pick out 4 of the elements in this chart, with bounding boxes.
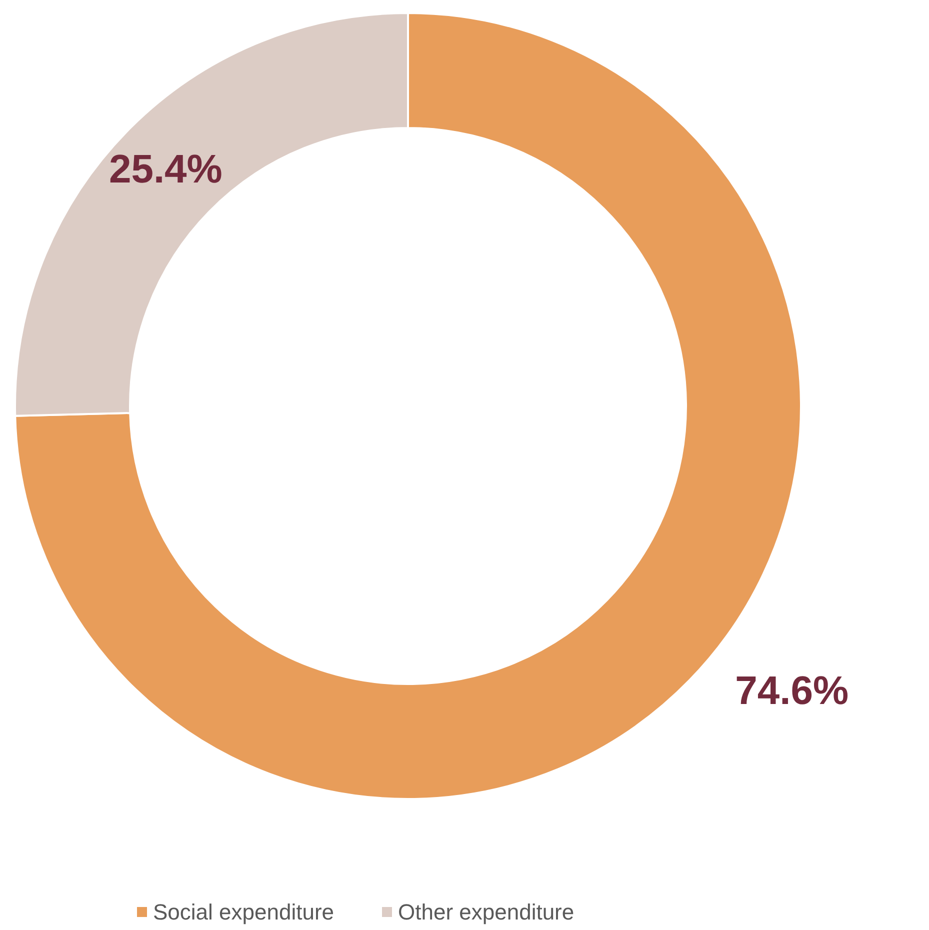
- data-label: 74.6%: [735, 668, 849, 713]
- data-label: 25.4%: [108, 148, 222, 192]
- legend-label: Other expenditure: [398, 900, 574, 924]
- legend-label: Social expenditure: [153, 900, 334, 924]
